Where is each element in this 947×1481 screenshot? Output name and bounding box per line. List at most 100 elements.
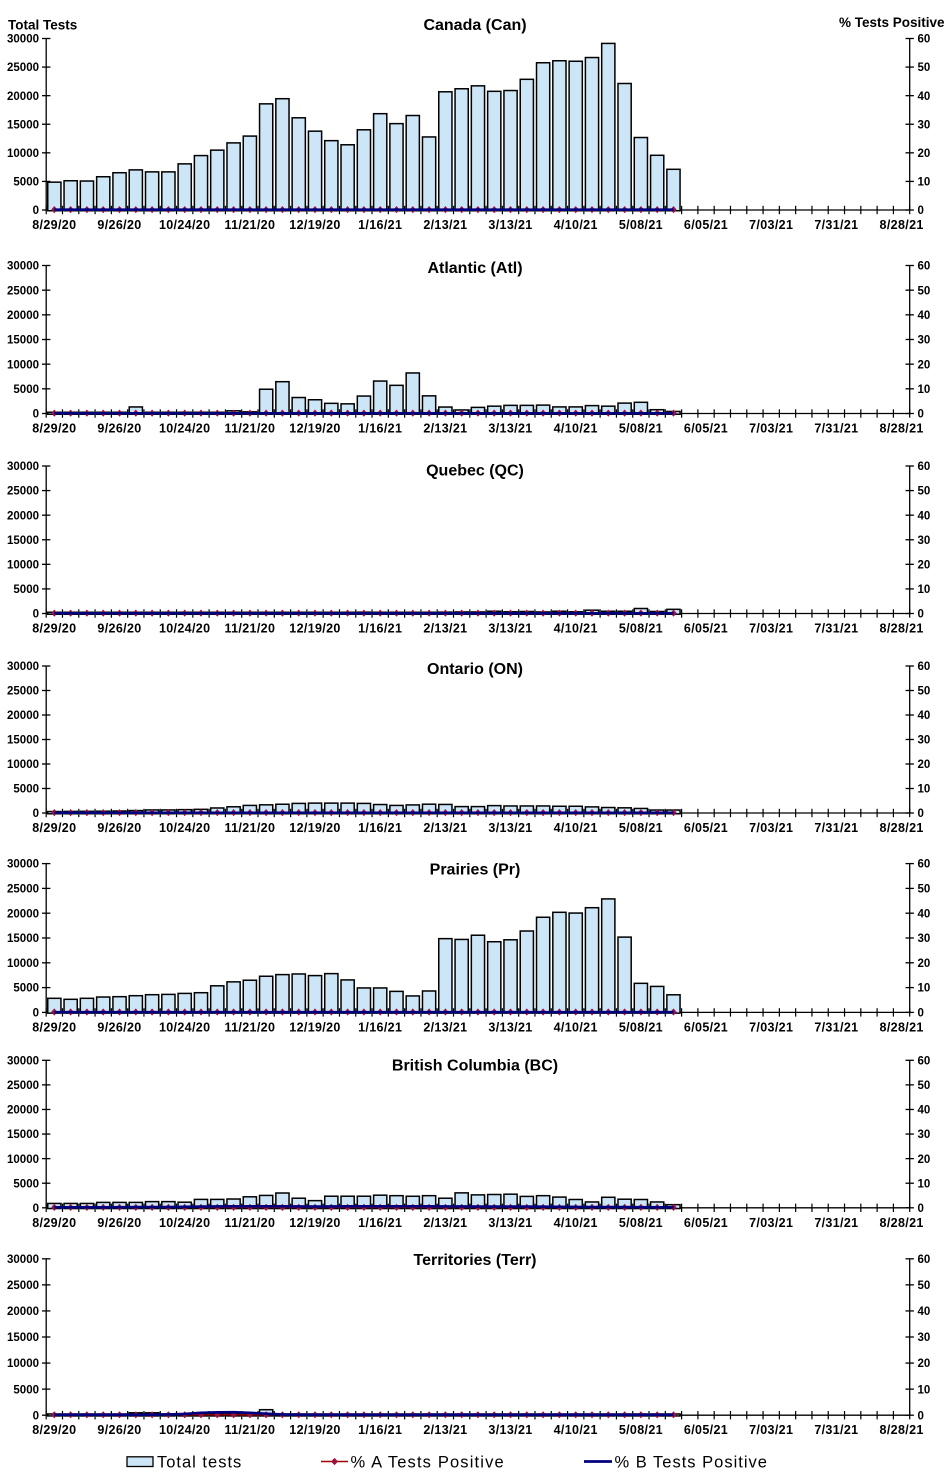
svg-text:1/16/21: 1/16/21	[358, 622, 402, 636]
svg-text:3/13/21: 3/13/21	[488, 422, 532, 436]
svg-text:20: 20	[918, 359, 931, 371]
svg-text:12/19/20: 12/19/20	[289, 1020, 340, 1034]
svg-text:60: 60	[918, 461, 931, 473]
svg-text:20: 20	[918, 560, 931, 572]
svg-text:11/21/20: 11/21/20	[225, 1423, 276, 1437]
svg-text:25000: 25000	[7, 1280, 39, 1292]
svg-text:8/28/21: 8/28/21	[880, 1216, 924, 1230]
svg-text:0: 0	[918, 808, 924, 820]
svg-text:0: 0	[33, 205, 39, 217]
svg-text:10: 10	[918, 1178, 931, 1190]
svg-text:7/03/21: 7/03/21	[749, 622, 793, 636]
svg-text:% Tests Positive: % Tests Positive	[839, 15, 945, 30]
svg-text:5/08/21: 5/08/21	[619, 218, 663, 232]
svg-text:% A Tests Positive: % A Tests Positive	[351, 1453, 505, 1471]
svg-text:4/10/21: 4/10/21	[554, 218, 598, 232]
svg-text:7/03/21: 7/03/21	[749, 422, 793, 436]
svg-text:10000: 10000	[7, 958, 39, 970]
svg-text:25000: 25000	[7, 884, 39, 896]
svg-text:12/19/20: 12/19/20	[289, 422, 340, 436]
svg-text:15000: 15000	[7, 535, 39, 547]
svg-text:7/03/21: 7/03/21	[749, 218, 793, 232]
svg-text:30: 30	[918, 119, 931, 131]
svg-text:Canada (Can): Canada (Can)	[423, 17, 526, 34]
svg-text:30: 30	[918, 735, 931, 747]
svg-text:10/24/20: 10/24/20	[159, 1216, 210, 1230]
svg-text:20000: 20000	[7, 510, 39, 522]
svg-text:8/28/21: 8/28/21	[880, 1020, 924, 1034]
svg-text:40: 40	[918, 908, 931, 920]
svg-text:20: 20	[918, 1358, 931, 1370]
svg-text:30: 30	[918, 1129, 931, 1141]
svg-text:8/29/20: 8/29/20	[32, 1216, 76, 1230]
svg-text:11/21/20: 11/21/20	[225, 422, 276, 436]
svg-text:25000: 25000	[7, 62, 39, 74]
svg-text:20000: 20000	[7, 1105, 39, 1117]
svg-text:9/26/20: 9/26/20	[97, 1216, 141, 1230]
svg-text:6/05/21: 6/05/21	[684, 218, 728, 232]
svg-text:11/21/20: 11/21/20	[225, 821, 276, 835]
svg-text:0: 0	[33, 1008, 39, 1020]
svg-text:30000: 30000	[7, 34, 39, 46]
svg-text:50: 50	[918, 1280, 931, 1292]
svg-text:30000: 30000	[7, 261, 39, 273]
svg-text:8/28/21: 8/28/21	[880, 422, 924, 436]
svg-text:12/19/20: 12/19/20	[289, 218, 340, 232]
svg-text:25000: 25000	[7, 486, 39, 498]
svg-text:5000: 5000	[13, 384, 39, 396]
svg-text:5000: 5000	[13, 177, 39, 189]
svg-text:30: 30	[918, 1332, 931, 1344]
svg-text:25000: 25000	[7, 686, 39, 698]
svg-text:2/13/21: 2/13/21	[423, 1020, 467, 1034]
svg-text:0: 0	[33, 808, 39, 820]
svg-text:1/16/21: 1/16/21	[358, 1216, 402, 1230]
svg-text:8/28/21: 8/28/21	[880, 622, 924, 636]
svg-text:60: 60	[918, 1055, 931, 1067]
svg-text:20000: 20000	[7, 908, 39, 920]
svg-text:2/13/21: 2/13/21	[423, 218, 467, 232]
svg-text:10/24/20: 10/24/20	[159, 218, 210, 232]
svg-text:60: 60	[918, 661, 931, 673]
svg-text:10000: 10000	[7, 1154, 39, 1166]
svg-text:6/05/21: 6/05/21	[684, 422, 728, 436]
svg-text:10000: 10000	[7, 560, 39, 572]
svg-text:Atlantic (Atl): Atlantic (Atl)	[427, 260, 522, 277]
svg-text:30: 30	[918, 335, 931, 347]
svg-text:30000: 30000	[7, 859, 39, 871]
svg-text:British Columbia (BC): British Columbia (BC)	[392, 1057, 558, 1074]
svg-text:30000: 30000	[7, 1254, 39, 1266]
svg-text:8/28/21: 8/28/21	[880, 1423, 924, 1437]
svg-text:6/05/21: 6/05/21	[684, 821, 728, 835]
svg-text:20: 20	[918, 1154, 931, 1166]
svg-text:30000: 30000	[7, 1055, 39, 1067]
svg-text:5/08/21: 5/08/21	[619, 1020, 663, 1034]
svg-text:10000: 10000	[7, 1358, 39, 1370]
svg-text:0: 0	[33, 1203, 39, 1215]
svg-text:30: 30	[918, 535, 931, 547]
svg-text:9/26/20: 9/26/20	[97, 622, 141, 636]
svg-text:40: 40	[918, 710, 931, 722]
svg-text:12/19/20: 12/19/20	[289, 1216, 340, 1230]
svg-text:10/24/20: 10/24/20	[159, 1020, 210, 1034]
svg-text:11/21/20: 11/21/20	[225, 622, 276, 636]
svg-text:10/24/20: 10/24/20	[159, 1423, 210, 1437]
svg-text:20000: 20000	[7, 91, 39, 103]
svg-text:9/26/20: 9/26/20	[97, 218, 141, 232]
svg-text:40: 40	[918, 1105, 931, 1117]
svg-text:6/05/21: 6/05/21	[684, 622, 728, 636]
svg-text:50: 50	[918, 1080, 931, 1092]
svg-text:40: 40	[918, 91, 931, 103]
svg-text:10: 10	[918, 1384, 931, 1396]
svg-text:0: 0	[33, 409, 39, 421]
svg-text:8/29/20: 8/29/20	[32, 218, 76, 232]
svg-text:8/29/20: 8/29/20	[32, 821, 76, 835]
svg-text:Quebec (QC): Quebec (QC)	[426, 462, 524, 479]
svg-text:60: 60	[918, 261, 931, 273]
svg-text:8/28/21: 8/28/21	[880, 218, 924, 232]
svg-text:5/08/21: 5/08/21	[619, 1216, 663, 1230]
svg-text:7/31/21: 7/31/21	[814, 422, 858, 436]
svg-text:9/26/20: 9/26/20	[97, 1020, 141, 1034]
svg-text:10: 10	[918, 784, 931, 796]
svg-text:15000: 15000	[7, 735, 39, 747]
svg-text:3/13/21: 3/13/21	[488, 1216, 532, 1230]
